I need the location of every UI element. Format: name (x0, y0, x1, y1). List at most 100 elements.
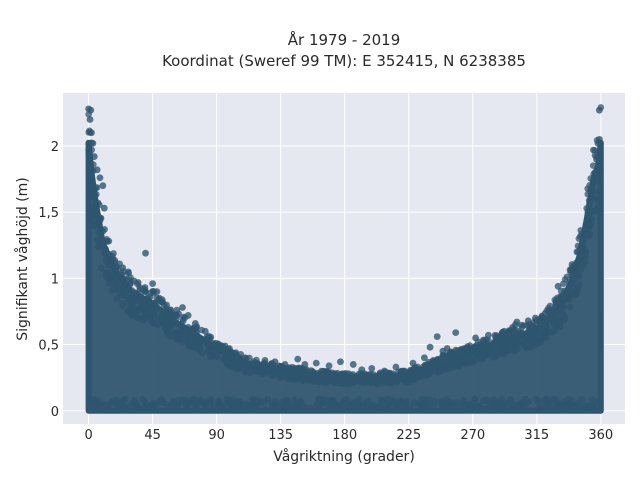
scatter-point (105, 261, 113, 269)
scatter-point (433, 333, 441, 341)
scatter-point (438, 401, 446, 408)
scatter-point (166, 306, 174, 314)
scatter-point (242, 368, 250, 376)
scatter-point (314, 405, 322, 413)
x-tick-label: 135 (268, 428, 293, 443)
scatter-point (120, 283, 127, 291)
scatter-point (368, 364, 376, 372)
scatter-point (566, 285, 573, 293)
scatter-point (350, 373, 357, 380)
scatter-point (560, 302, 567, 309)
scatter-point (220, 355, 228, 363)
scatter-point (422, 364, 430, 372)
scatter-point (259, 369, 267, 377)
scatter-point (108, 276, 116, 284)
scatter-point (452, 329, 460, 337)
scatter-point (149, 399, 157, 407)
scatter-point (142, 288, 149, 295)
scatter-point (337, 371, 344, 378)
scatter-point (289, 366, 297, 374)
scatter-point (576, 233, 584, 240)
scatter-point (443, 345, 451, 352)
scatter-point (586, 181, 593, 189)
scatter-point (415, 372, 422, 380)
scatter-point (509, 405, 516, 413)
scatter-point (225, 396, 233, 404)
scatter-point (514, 337, 521, 344)
scatter-point (261, 357, 269, 364)
scatter-point (149, 280, 157, 288)
scatter-point (494, 398, 502, 406)
scatter-point (381, 367, 388, 375)
scatter-point (90, 161, 97, 168)
scatter-point (184, 405, 191, 413)
scatter-point (535, 405, 542, 413)
scatter-point (160, 301, 168, 309)
scatter-point (367, 379, 375, 387)
scatter-point (571, 274, 579, 282)
scatter-point (596, 399, 604, 407)
scatter-point (233, 399, 241, 406)
scatter-point (420, 354, 428, 362)
scatter-point (193, 329, 200, 336)
scatter-point (522, 395, 529, 403)
scatter-point (112, 264, 120, 272)
scatter-point (408, 376, 415, 384)
scatter-point (177, 320, 185, 328)
scatter-point (163, 315, 170, 323)
scatter-point (482, 396, 490, 404)
scatter-point (101, 225, 108, 233)
scatter-point (110, 250, 117, 257)
scatter-point (144, 293, 152, 301)
scatter-point (169, 397, 177, 405)
scatter-point (215, 397, 223, 405)
scatter-point (588, 190, 596, 198)
scatter-point (589, 162, 597, 169)
scatter-point (277, 371, 285, 379)
scatter-point (457, 349, 465, 356)
scatter-point (315, 395, 323, 403)
scatter-point (103, 251, 111, 258)
scatter-point (507, 395, 514, 403)
scatter-point (173, 306, 181, 314)
scatter-point (537, 325, 545, 333)
scatter-point (94, 243, 102, 251)
scatter-point (485, 331, 492, 339)
x-axis-label: Vågriktning (grader) (273, 448, 415, 465)
scatter-point (133, 293, 140, 301)
scatter-point (520, 341, 527, 348)
scatter-point (318, 367, 325, 375)
x-tick-label: 225 (396, 428, 421, 443)
scatter-point (406, 402, 414, 409)
scatter-point (512, 321, 519, 329)
scatter-point (199, 398, 207, 406)
scatter-points (85, 104, 605, 414)
y-tick-label: 0 (51, 405, 59, 420)
x-tick-label: 270 (460, 428, 485, 443)
scatter-point (556, 323, 564, 330)
scatter-point (532, 395, 540, 403)
scatter-point (105, 269, 112, 276)
scatter-point (269, 368, 277, 376)
scatter-point (577, 256, 585, 264)
scatter-point (594, 204, 601, 211)
scatter-point (140, 303, 147, 311)
scatter-point (499, 404, 507, 412)
scatter-point (96, 215, 104, 223)
scatter-point (556, 315, 564, 323)
scatter-point (568, 401, 576, 408)
scatter-point (561, 314, 569, 322)
scatter-point (179, 304, 186, 311)
x-tick-label: 90 (208, 428, 225, 443)
scatter-point (546, 317, 553, 325)
scatter-point (187, 333, 195, 341)
scatter-point (574, 403, 582, 410)
scatter-point (234, 363, 241, 371)
scatter-point (174, 336, 181, 344)
scatter-point (95, 229, 103, 236)
scatter-point (142, 249, 149, 257)
scatter-point (459, 397, 467, 404)
scatter-point (554, 282, 562, 290)
scatter-point (592, 195, 600, 203)
scatter-point (201, 327, 209, 335)
